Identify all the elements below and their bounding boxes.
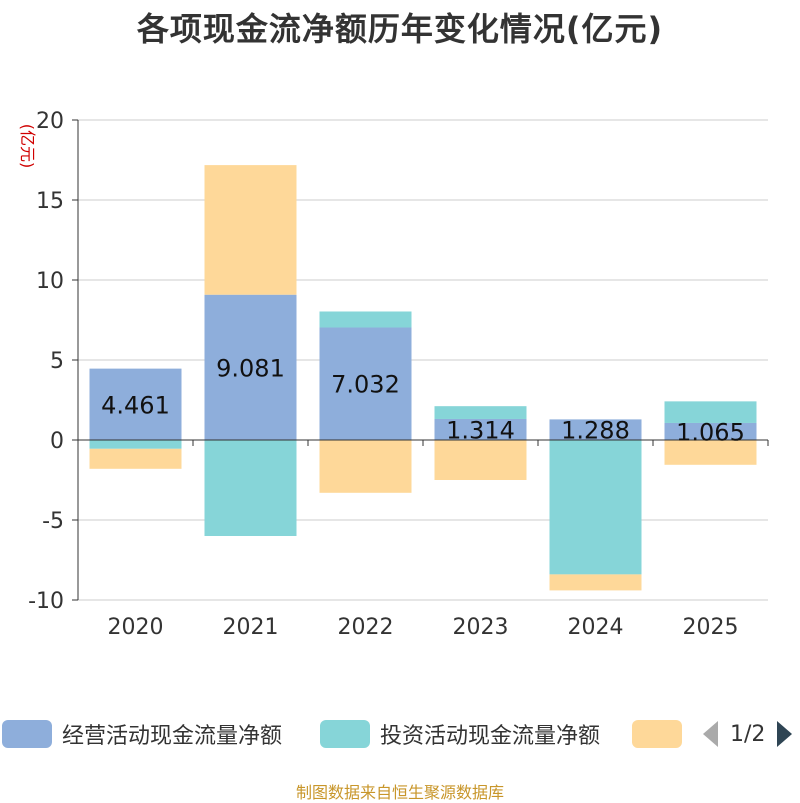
bar-segment xyxy=(89,440,182,449)
bar-layer xyxy=(89,165,757,591)
bar-segment xyxy=(664,401,757,423)
bar-value-label: 1.065 xyxy=(676,418,745,446)
bar-segment xyxy=(549,419,642,440)
legend-item-operating[interactable]: 经营活动现金流量净额 xyxy=(2,716,282,752)
x-tick-label: 2024 xyxy=(568,615,624,640)
bar-segment xyxy=(549,440,642,575)
axis-layer: -10 -5 0 5 10 15 20(亿元) 2020 2021 2022 2023 2024 202… xyxy=(18,109,769,640)
bar-value-label: 9.081 xyxy=(216,354,285,382)
bar-segment xyxy=(204,165,297,295)
footer-source: 制图数据来自恒生聚源数据库 xyxy=(295,783,504,802)
y-axis-unit-label: (亿元) xyxy=(18,124,37,169)
legend-pager: 1/2 xyxy=(700,716,795,752)
bar-value-label: 7.032 xyxy=(331,371,400,399)
x-tick-label: 2023 xyxy=(453,615,509,640)
chart-canvas: -10 -5 0 5 10 15 20(亿元) 2020 2021 2022 2023 2024 202… xyxy=(18,109,769,640)
legend-swatch-financing xyxy=(632,720,682,748)
legend-swatch-investing xyxy=(320,720,370,748)
bar-segment xyxy=(319,440,412,493)
grid-layer xyxy=(78,119,768,601)
y-tick-label: 10 xyxy=(36,269,64,294)
legend-label-investing: 投资活动现金流量净额 xyxy=(380,724,601,749)
legend-label-operating: 经营活动现金流量净额 xyxy=(62,724,283,749)
legend-item-financing[interactable] xyxy=(632,716,692,752)
bar-segment xyxy=(204,294,297,440)
y-tick-label: 15 xyxy=(36,189,64,214)
y-tick-label: 0 xyxy=(50,429,64,454)
x-tick-label: 2020 xyxy=(108,615,164,640)
pager-text: 1/2 xyxy=(730,721,766,747)
bar-segment xyxy=(434,406,527,419)
bar-segment xyxy=(664,422,757,440)
y-tick-label: -10 xyxy=(28,589,64,614)
legend: 经营活动现金流量净额 投资活动现金流量净额 xyxy=(0,716,800,752)
bar-value-label: 1.288 xyxy=(561,417,630,445)
bar-segment xyxy=(434,418,527,440)
y-tick-label: 20 xyxy=(36,109,64,134)
x-tick-label: 2021 xyxy=(223,615,279,640)
x-tick-label: 2022 xyxy=(338,615,394,640)
triangle-right-icon[interactable] xyxy=(773,719,795,749)
bar-value-label: 1.314 xyxy=(446,416,515,444)
bar-segment xyxy=(319,327,412,440)
bar-segment xyxy=(89,368,182,440)
bar-segment xyxy=(549,574,642,591)
legend-swatch-operating xyxy=(2,720,52,748)
label-layer: 4.461 9.081 7.032 1.314 1.288 1.065 xyxy=(101,354,745,446)
bar-segment xyxy=(319,311,412,328)
bar-value-label: 4.461 xyxy=(101,391,170,419)
bar-segment xyxy=(664,440,757,465)
chart-title: 各项现金流净额历年变化情况(亿元) xyxy=(136,10,664,48)
bar-segment xyxy=(89,448,182,469)
y-tick-label: -5 xyxy=(42,509,64,534)
bar-segment xyxy=(434,440,527,480)
bar-segment xyxy=(204,440,297,536)
y-tick-label: 5 xyxy=(50,349,64,374)
x-tick-label: 2025 xyxy=(683,615,739,640)
triangle-left-icon[interactable] xyxy=(700,719,722,749)
legend-item-investing[interactable]: 投资活动现金流量净额 xyxy=(320,716,600,752)
